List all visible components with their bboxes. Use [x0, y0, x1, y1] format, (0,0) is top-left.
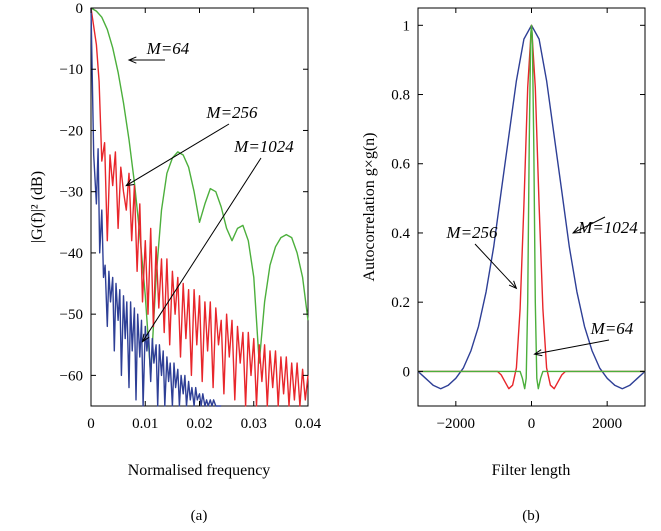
panel-b-x-axis-label: Filter length	[492, 462, 571, 479]
panel-a-annotation-arrowhead	[127, 56, 137, 64]
panel-a-y-tick-label: −10	[60, 62, 83, 78]
panel-a-y-tick-label: −60	[60, 368, 83, 384]
panel-a-x-tick-label: 0.01	[132, 416, 158, 432]
panel-a-y-tick-label: 0	[76, 1, 84, 17]
panel-b-x-tick-label: −2000	[437, 416, 475, 432]
panel-a-x-tick-label: 0.02	[186, 416, 212, 432]
panel-b-annotation-arrow	[572, 216, 606, 234]
panel-a-annotation-label: M=1024	[233, 137, 294, 156]
panel-b-x-tick-label: 2000	[592, 416, 622, 432]
panel-a-x-axis-label: Normalised frequency	[128, 462, 271, 479]
panel-b-ticks: −2000 0 2000 0 0.2 0.4 0.6 0.8 1	[391, 8, 645, 432]
panel-a-annotation-label: M=256	[205, 103, 258, 122]
panel-a-annotations: M=64 M=256 M=1024	[125, 39, 294, 343]
panel-a-y-tick-label: −50	[60, 307, 83, 323]
panel-b-annotation-arrowhead	[508, 280, 518, 290]
panel-a-x-tick-label: 0.04	[295, 416, 322, 432]
panel-a-y-tick-label: −30	[60, 185, 83, 201]
panel-b-x-tick-label: 0	[528, 416, 536, 432]
panel-b-annotation-arrowhead	[533, 349, 543, 357]
panel-b-annotations: M=1024 M=256 M=64	[445, 216, 638, 357]
panel-b-series-group	[417, 24, 646, 390]
panel-a-series-line-m64	[90, 7, 309, 377]
panel-b-annotation-arrow	[474, 243, 517, 289]
panel-b: −2000 0 2000 0 0.2 0.4 0.6 0.8 1 M=1024 M=256 M=64…	[361, 7, 646, 524]
panel-b-axes-frame	[417, 7, 646, 407]
panel-b-annotation-label: M=1024	[577, 218, 638, 237]
panel-b-annotation-arrow	[534, 339, 610, 355]
panel-a-annotation-label: M=64	[146, 39, 190, 58]
panel-a-series-line-m1024	[90, 7, 222, 407]
panel-a-caption: (a)	[191, 508, 208, 524]
panel-b-y-tick-label: 0.4	[391, 226, 410, 242]
panel-b-series-line-m64	[418, 24, 645, 390]
panel-a-y-axis-label: |G(f)|² (dB)	[29, 171, 46, 243]
panel-b-caption: (b)	[522, 508, 540, 524]
panel-a-series-line-m256	[90, 7, 309, 407]
panel-a-annotation-arrowhead	[141, 333, 150, 343]
panel-b-annotation-arrowhead	[571, 226, 582, 234]
panel-b-y-tick-label: 0.2	[391, 295, 410, 311]
panel-a-annotation-arrow	[126, 123, 230, 186]
panel-b-y-tick-label: 1	[403, 18, 411, 34]
panel-a-axes-frame	[90, 7, 309, 407]
panel-a-x-tick-label: 0.03	[241, 416, 267, 432]
panel-b-annotation-label: M=64	[590, 319, 634, 338]
panel-a-x-tick-label: 0	[87, 416, 95, 432]
panel-a-series-group	[90, 7, 309, 407]
panel-b-y-tick-label: 0.6	[391, 157, 410, 173]
panel-a-y-tick-label: −20	[60, 123, 83, 139]
panel-a-ticks: 0 0.01 0.02 0.03 0.04 0 −10 −20 −30 −40 −50 −60	[60, 1, 322, 432]
panel-b-y-tick-label: 0	[403, 364, 411, 380]
panel-a: 0 0.01 0.02 0.03 0.04 0 −10 −20 −30 −40 −50 −60 M=6…	[29, 1, 322, 524]
panel-b-annotation-label: M=256	[445, 223, 498, 242]
panel-b-y-tick-label: 0.8	[391, 88, 410, 104]
panel-b-y-axis-label: Autocorrelation g×g(n)	[361, 133, 378, 282]
panel-a-annotation-arrow	[142, 157, 262, 342]
panel-a-y-tick-label: −40	[60, 246, 83, 262]
panel-a-annotation-arrowhead	[125, 178, 135, 187]
